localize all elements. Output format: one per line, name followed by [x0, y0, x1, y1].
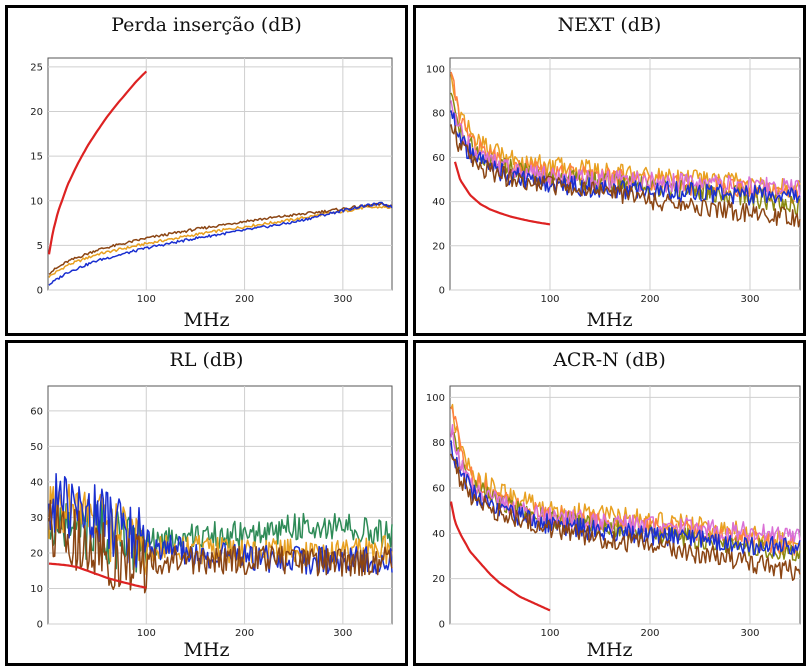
- y-tick-label: 50: [30, 442, 43, 453]
- y-tick-label: 0: [37, 620, 43, 631]
- y-tick-label: 25: [30, 62, 43, 73]
- y-tick-label: 80: [432, 438, 445, 449]
- x-axis-label: MHz: [183, 639, 230, 661]
- chart-title: RL (dB): [169, 349, 244, 371]
- series-line: [450, 440, 801, 557]
- x-axis-label: MHz: [183, 309, 230, 331]
- y-tick-label: 60: [30, 406, 43, 417]
- x-axis-label: MHz: [586, 309, 633, 331]
- series-line: [449, 501, 551, 612]
- x-tick-label: 300: [333, 294, 352, 305]
- y-tick-label: 20: [30, 107, 43, 118]
- x-tick-label: 100: [540, 628, 559, 639]
- x-tick-label: 100: [137, 628, 156, 639]
- y-tick-label: 0: [439, 620, 445, 631]
- series-line: [47, 70, 148, 255]
- series-line: [450, 110, 801, 206]
- y-tick-label: 30: [30, 513, 43, 524]
- x-axis-label: MHz: [586, 639, 633, 661]
- series-line: [48, 201, 393, 286]
- y-tick-label: 100: [426, 393, 445, 404]
- x-tick-label: 300: [333, 628, 352, 639]
- x-tick-label: 200: [640, 294, 659, 305]
- y-tick-label: 80: [432, 109, 445, 120]
- chart-panel-rl: RL (dB) 0 10 20 30 40 50 60 100 200 300 MHz: [5, 340, 408, 666]
- y-tick-label: 60: [432, 484, 445, 495]
- y-tick-label: 0: [37, 286, 43, 297]
- chart-plot: 0 10 20 30 40 50 60 100 200 300: [30, 385, 393, 639]
- series-line: [450, 124, 801, 228]
- y-tick-label: 20: [432, 241, 445, 252]
- series-line: [450, 453, 801, 582]
- y-tick-label: 40: [432, 529, 445, 540]
- series-line: [48, 499, 393, 594]
- y-tick-label: 100: [426, 65, 445, 76]
- y-tick-label: 15: [30, 152, 43, 163]
- y-tick-label: 20: [432, 574, 445, 585]
- y-tick-label: 0: [439, 286, 445, 297]
- y-tick-label: 40: [432, 197, 445, 208]
- chart-title: ACR-N (dB): [553, 349, 666, 371]
- chart-plot: 0 5 10 15 20 25 100 200 300: [30, 57, 393, 305]
- chart-panel-acr-n: ACR-N (dB) 0 20 40 60 80 100 100 200 300 MHz: [413, 340, 806, 666]
- x-tick-label: 100: [540, 294, 559, 305]
- series-line: [450, 423, 801, 543]
- y-tick-label: 60: [432, 153, 445, 164]
- chart-panel-next: NEXT (dB) 0 20 40 60 80 100 100 200 300 MHz: [413, 5, 806, 336]
- series-line: [48, 202, 393, 275]
- x-tick-label: 200: [640, 628, 659, 639]
- x-tick-label: 200: [235, 628, 254, 639]
- plot-area: [47, 57, 393, 291]
- y-tick-label: 10: [30, 196, 43, 207]
- series-line: [48, 205, 393, 278]
- y-tick-label: 20: [30, 548, 43, 559]
- y-tick-label: 5: [37, 241, 43, 252]
- chart-title: Perda inserção (dB): [111, 14, 302, 36]
- chart-plot: 0 20 40 60 80 100 100 200 300: [426, 385, 801, 639]
- series-line: [48, 496, 393, 573]
- y-tick-label: 40: [30, 477, 43, 488]
- y-tick-label: 10: [30, 584, 43, 595]
- chart-title: NEXT (dB): [557, 14, 662, 36]
- chart-plot: 0 20 40 60 80 100 100 200 300: [426, 57, 801, 305]
- x-tick-label: 300: [740, 294, 759, 305]
- x-tick-label: 300: [740, 628, 759, 639]
- x-tick-label: 200: [235, 294, 254, 305]
- chart-panel-insertion-loss: Perda inserção (dB) 0 5 10 15 20 25 100 200 300 …: [5, 5, 408, 336]
- series-line: [453, 161, 551, 226]
- series-line: [48, 562, 147, 589]
- x-tick-label: 100: [137, 294, 156, 305]
